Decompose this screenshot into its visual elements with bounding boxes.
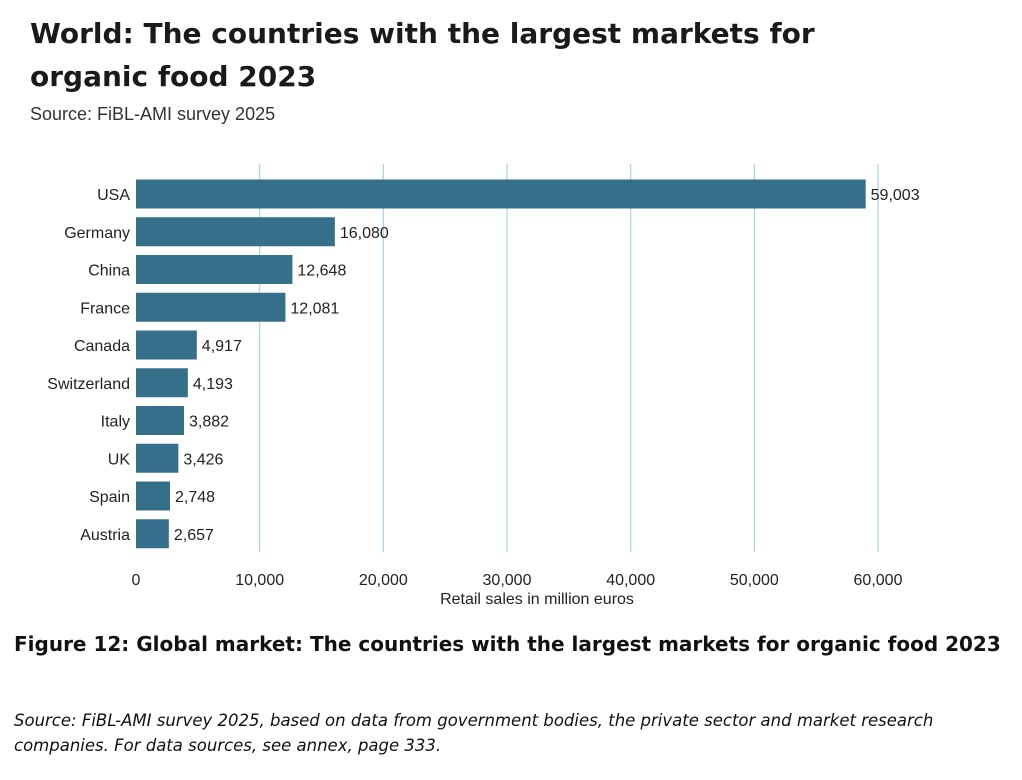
category-label: Switzerland [47, 376, 130, 393]
value-label: 4,193 [193, 376, 233, 393]
x-tick-label: 60,000 [854, 572, 903, 589]
value-label: 3,426 [183, 451, 223, 468]
category-label: USA [97, 187, 130, 204]
bar [136, 217, 335, 247]
value-label: 2,657 [174, 527, 214, 544]
category-label: UK [108, 451, 131, 468]
value-label: 2,748 [175, 489, 215, 506]
bar [136, 368, 188, 398]
bar-chart: 0 10,000 20,000 30,000 40,000 50,000 60,000 USA… [47, 164, 920, 608]
labels: 0 10,000 20,000 30,000 40,000 50,000 60,000 USA… [47, 187, 919, 589]
category-label: Canada [74, 338, 130, 355]
category-label: Austria [80, 527, 130, 544]
value-label: 59,003 [871, 187, 920, 204]
category-label: China [88, 263, 130, 280]
bar [136, 481, 170, 511]
bar [136, 255, 293, 284]
x-tick-label: 20,000 [359, 572, 408, 589]
bar [136, 443, 179, 473]
chart-title: World: The countries with the largest ma… [30, 17, 815, 93]
x-tick-label: 40,000 [606, 572, 655, 589]
value-label: 4,917 [202, 338, 242, 355]
source-note: Source: FiBL-AMI survey 2025, based on d… [14, 711, 934, 755]
bar [136, 292, 286, 322]
figure-caption: Figure 12: Global market: The countries … [14, 632, 1001, 656]
bar [136, 519, 169, 549]
bar [136, 406, 185, 435]
value-label: 12,648 [297, 263, 346, 280]
x-tick-label: 50,000 [730, 572, 779, 589]
x-axis-title: Retail sales in million euros [440, 591, 634, 608]
category-label: Germany [64, 225, 130, 242]
value-label: 3,882 [189, 414, 229, 431]
x-tick-label: 0 [132, 572, 141, 589]
category-label: Spain [89, 489, 130, 506]
value-label: 16,080 [340, 225, 389, 242]
chart-subtitle: Source: FiBL-AMI survey 2025 [30, 104, 276, 124]
x-tick-label: 30,000 [483, 572, 532, 589]
x-tick-label: 10,000 [235, 572, 284, 589]
bars [136, 179, 866, 549]
value-label: 12,081 [290, 300, 339, 317]
category-label: France [80, 300, 130, 317]
grid-lines [259, 164, 879, 552]
bar [136, 179, 866, 209]
bar [136, 330, 197, 360]
category-label: Italy [101, 414, 130, 431]
